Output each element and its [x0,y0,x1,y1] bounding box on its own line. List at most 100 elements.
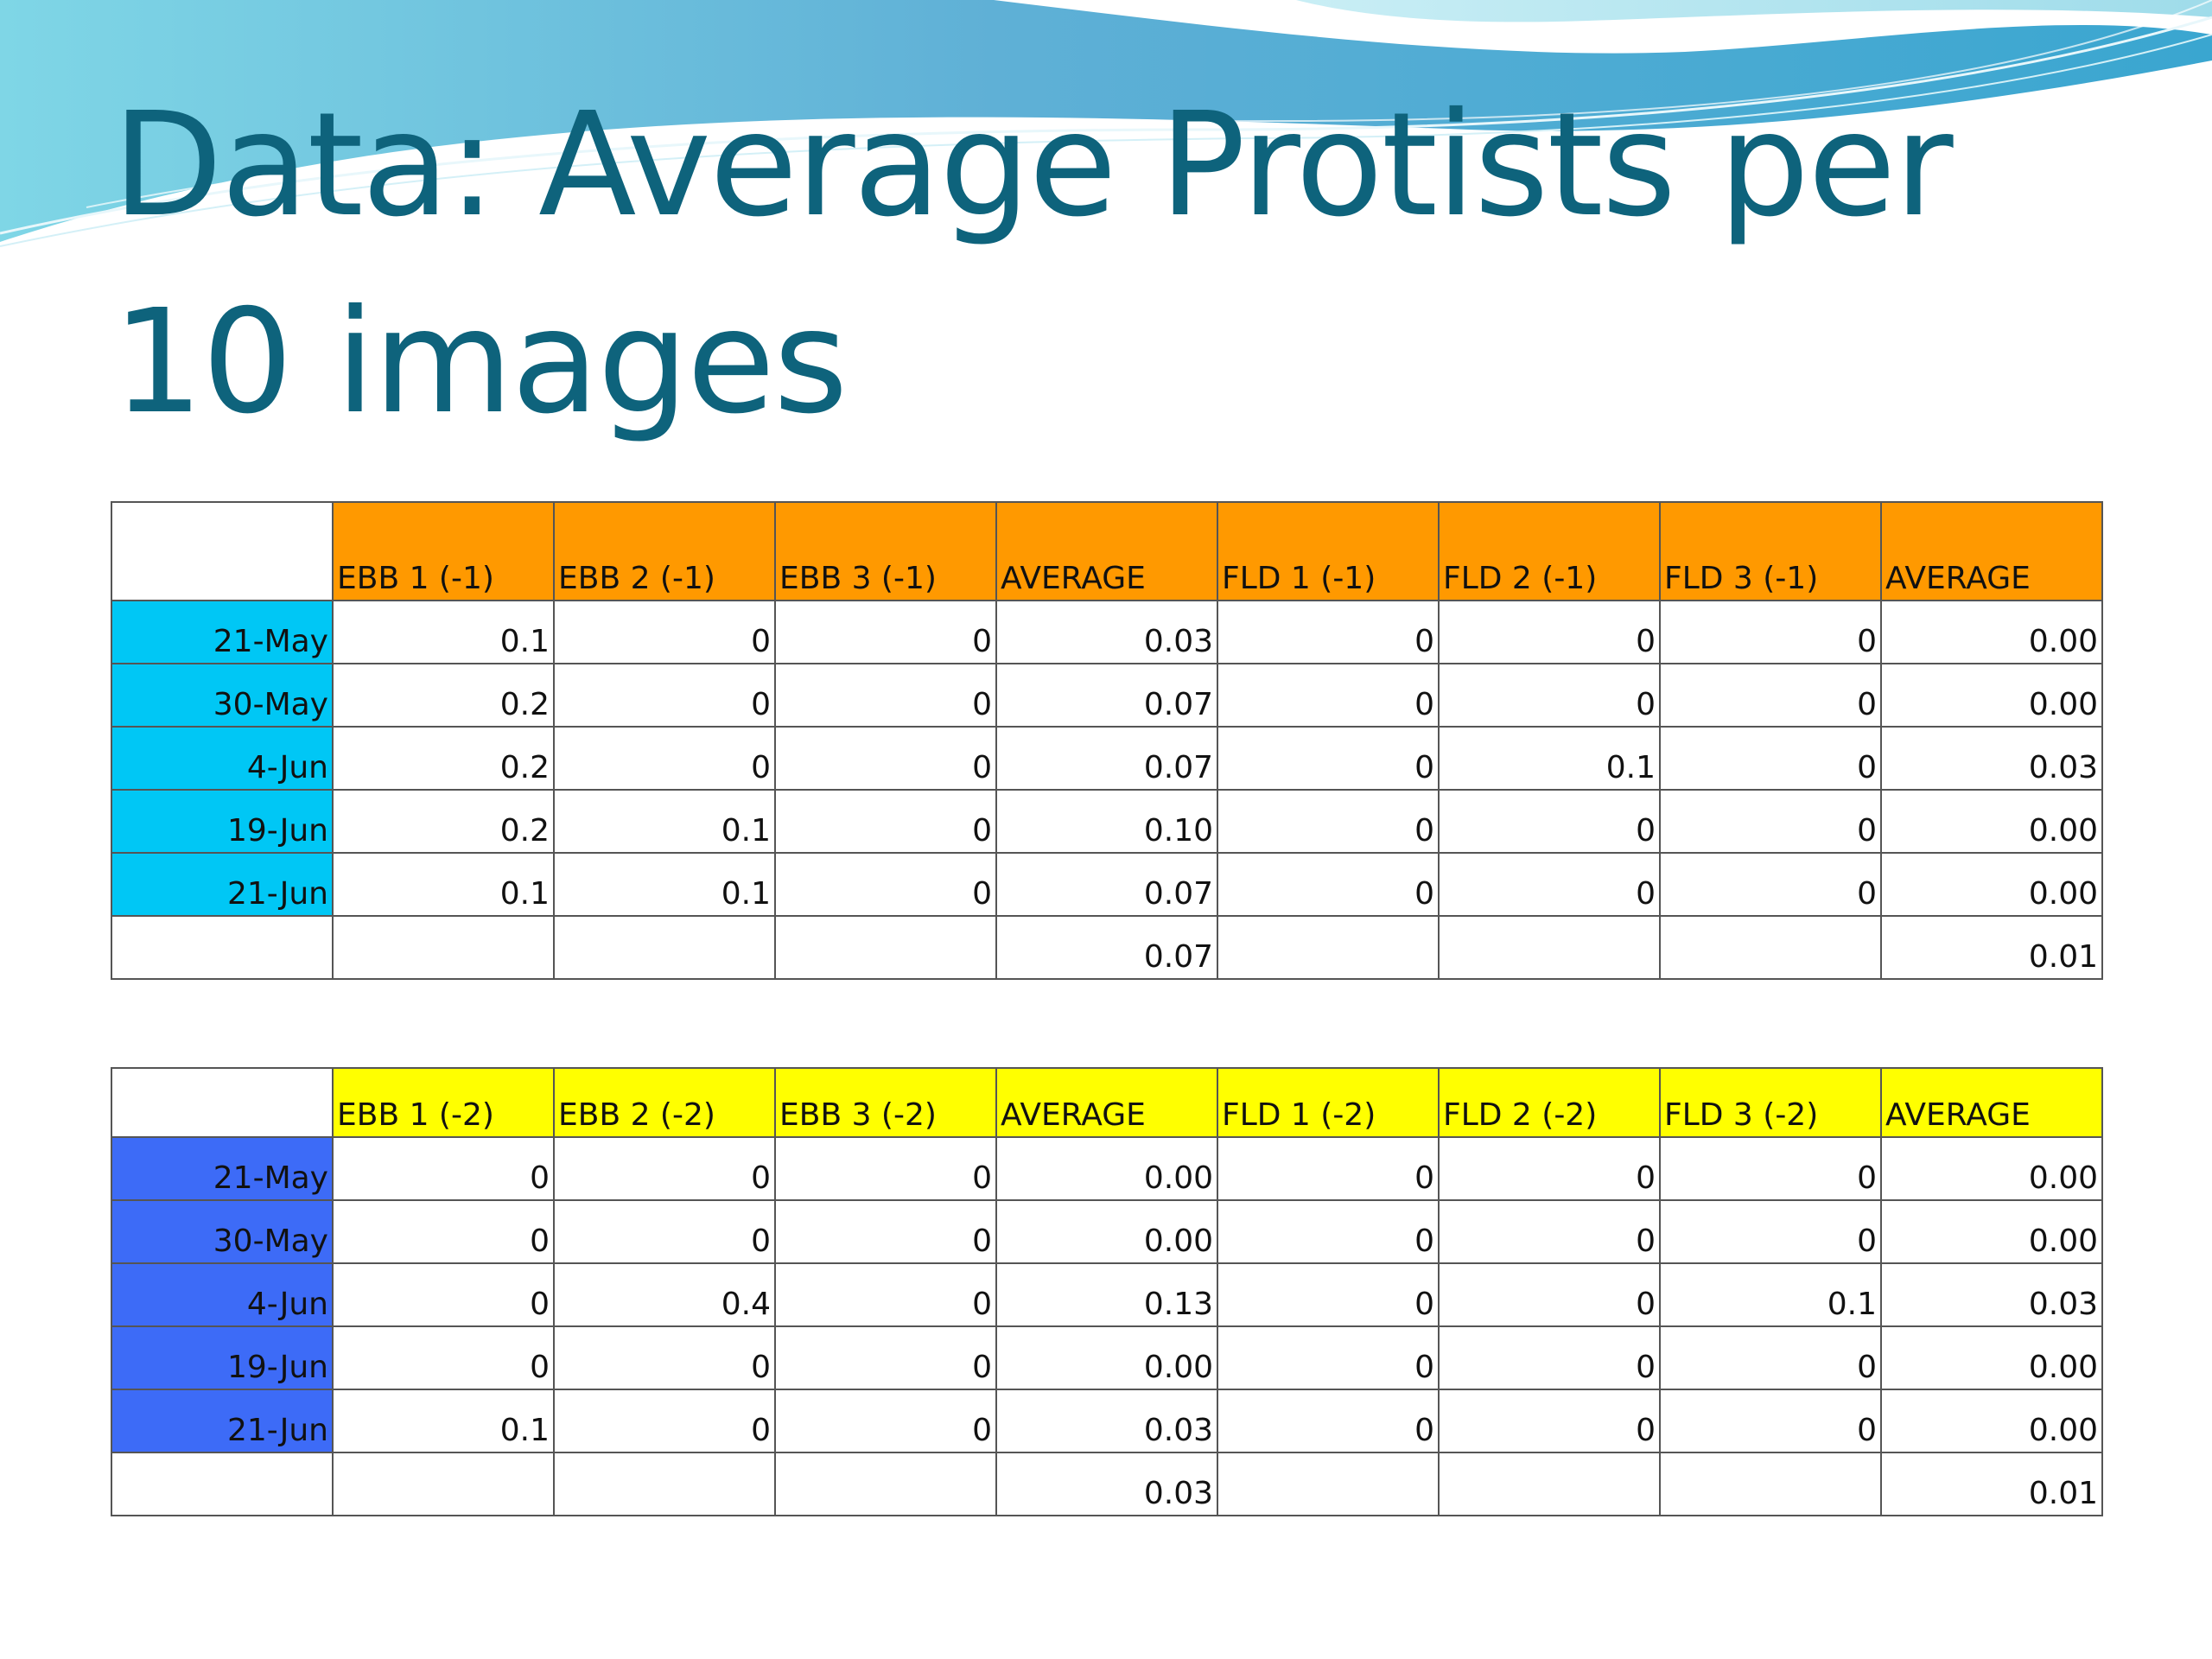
slide-title-line-2: 10 images [112,279,849,446]
value-cell: 0.00 [995,1325,1218,1390]
total-cell [553,1452,776,1516]
value-cell: 0 [1438,600,1661,664]
value-cell: 0 [332,1136,555,1201]
value-cell: 0.2 [332,726,555,791]
value-cell: 0 [1438,1325,1661,1390]
total-cell [1438,1452,1661,1516]
value-cell: 0 [553,663,776,728]
value-cell: 0 [774,1136,997,1201]
slide-title-line-1: Data: Average Protists per [112,82,1954,249]
table-row: 21-May 0.1 0 0 0.03 0 0 0 0.00 [111,600,2103,664]
table-row: 4-Jun 0 0.4 0 0.13 0 0 0.1 0.03 [111,1262,2103,1327]
value-cell: 0 [774,852,997,917]
totals-row: 0.03 0.01 [111,1452,2103,1516]
date-cell: 30-May [111,663,334,728]
total-cell [332,1452,555,1516]
value-cell: 0 [1659,1325,1882,1390]
value-cell: 0 [1659,1389,1882,1453]
column-header: EBB 1 (-2) [332,1067,555,1138]
value-cell: 0 [1217,1389,1440,1453]
value-cell: 0 [1217,1199,1440,1264]
value-cell: 0.03 [995,1389,1218,1453]
total-cell [332,915,555,980]
value-cell: 0 [553,726,776,791]
value-cell: 0 [553,1199,776,1264]
value-cell: 0 [1217,726,1440,791]
background-swoosh [0,0,2212,247]
value-cell: 0 [332,1199,555,1264]
value-cell: 0 [332,1325,555,1390]
date-cell: 21-Jun [111,852,334,917]
total-cell: 0.03 [995,1452,1218,1516]
total-cell [553,915,776,980]
total-cell: 0.07 [995,915,1218,980]
table-row: 21-Jun 0.1 0.1 0 0.07 0 0 0 0.00 [111,852,2103,917]
total-cell [1659,915,1882,980]
value-cell: 0 [774,600,997,664]
total-cell [774,1452,997,1516]
total-cell [1438,915,1661,980]
value-cell: 0 [332,1262,555,1327]
value-cell: 0.1 [332,852,555,917]
value-cell: 0 [1659,789,1882,854]
value-cell: 0.1 [553,852,776,917]
table-row: 21-May 0 0 0 0.00 0 0 0 0.00 [111,1136,2103,1201]
date-cell: 4-Jun [111,726,334,791]
column-header: EBB 3 (-1) [774,501,997,601]
value-cell: 0.1 [553,789,776,854]
value-cell: 0 [1217,663,1440,728]
value-cell: 0.07 [995,726,1218,791]
value-cell: 0.13 [995,1262,1218,1327]
value-cell: 0 [1659,600,1882,664]
value-cell: 0.00 [995,1199,1218,1264]
value-cell: 0.2 [332,789,555,854]
value-cell: 0.07 [995,663,1218,728]
table-row: 19-Jun 0.2 0.1 0 0.10 0 0 0 0.00 [111,789,2103,854]
date-cell: 30-May [111,1199,334,1264]
column-header: EBB 3 (-2) [774,1067,997,1138]
value-cell: 0 [1217,1262,1440,1327]
value-cell: 0 [1438,1262,1661,1327]
value-cell: 0 [553,1325,776,1390]
value-cell: 0.00 [1880,852,2103,917]
column-header: AVERAGE [1880,501,2103,601]
corner-cell [111,1067,334,1138]
value-cell: 0.00 [1880,1199,2103,1264]
total-cell: 0.01 [1880,915,2103,980]
total-cell [1659,1452,1882,1516]
value-cell: 0.07 [995,852,1218,917]
value-cell: 0.1 [1438,726,1661,791]
table-row: 21-Jun 0.1 0 0 0.03 0 0 0 0.00 [111,1389,2103,1453]
value-cell: 0.1 [332,600,555,664]
column-header: AVERAGE [995,501,1218,601]
date-cell: 19-Jun [111,1325,334,1390]
column-header: FLD 3 (-1) [1659,501,1882,601]
value-cell: 0 [1438,1136,1661,1201]
value-cell: 0 [774,1262,997,1327]
value-cell: 0.1 [332,1389,555,1453]
column-header: EBB 1 (-1) [332,501,555,601]
value-cell: 0 [1438,789,1661,854]
value-cell: 0.03 [1880,1262,2103,1327]
column-header: FLD 1 (-2) [1217,1067,1440,1138]
corner-cell [111,501,334,601]
total-cell: 0.01 [1880,1452,2103,1516]
total-cell [1217,1452,1440,1516]
value-cell: 0 [1438,1389,1661,1453]
slide-title: Data: Average Protists per 10 images [112,67,2100,461]
table-header-row: EBB 1 (-2) EBB 2 (-2) EBB 3 (-2) AVERAGE… [111,1067,2103,1138]
value-cell: 0 [774,1389,997,1453]
value-cell: 0 [1659,663,1882,728]
value-cell: 0.1 [1659,1262,1882,1327]
value-cell: 0.10 [995,789,1218,854]
date-cell: 4-Jun [111,1262,334,1327]
value-cell: 0.2 [332,663,555,728]
totals-label-cell [111,915,334,980]
value-cell: 0 [1438,852,1661,917]
value-cell: 0 [1217,852,1440,917]
date-cell: 21-May [111,600,334,664]
value-cell: 0 [1217,1325,1440,1390]
value-cell: 0 [553,1136,776,1201]
protists-table-minus-2: EBB 1 (-2) EBB 2 (-2) EBB 3 (-2) AVERAGE… [111,1067,2103,1516]
total-cell [1217,915,1440,980]
